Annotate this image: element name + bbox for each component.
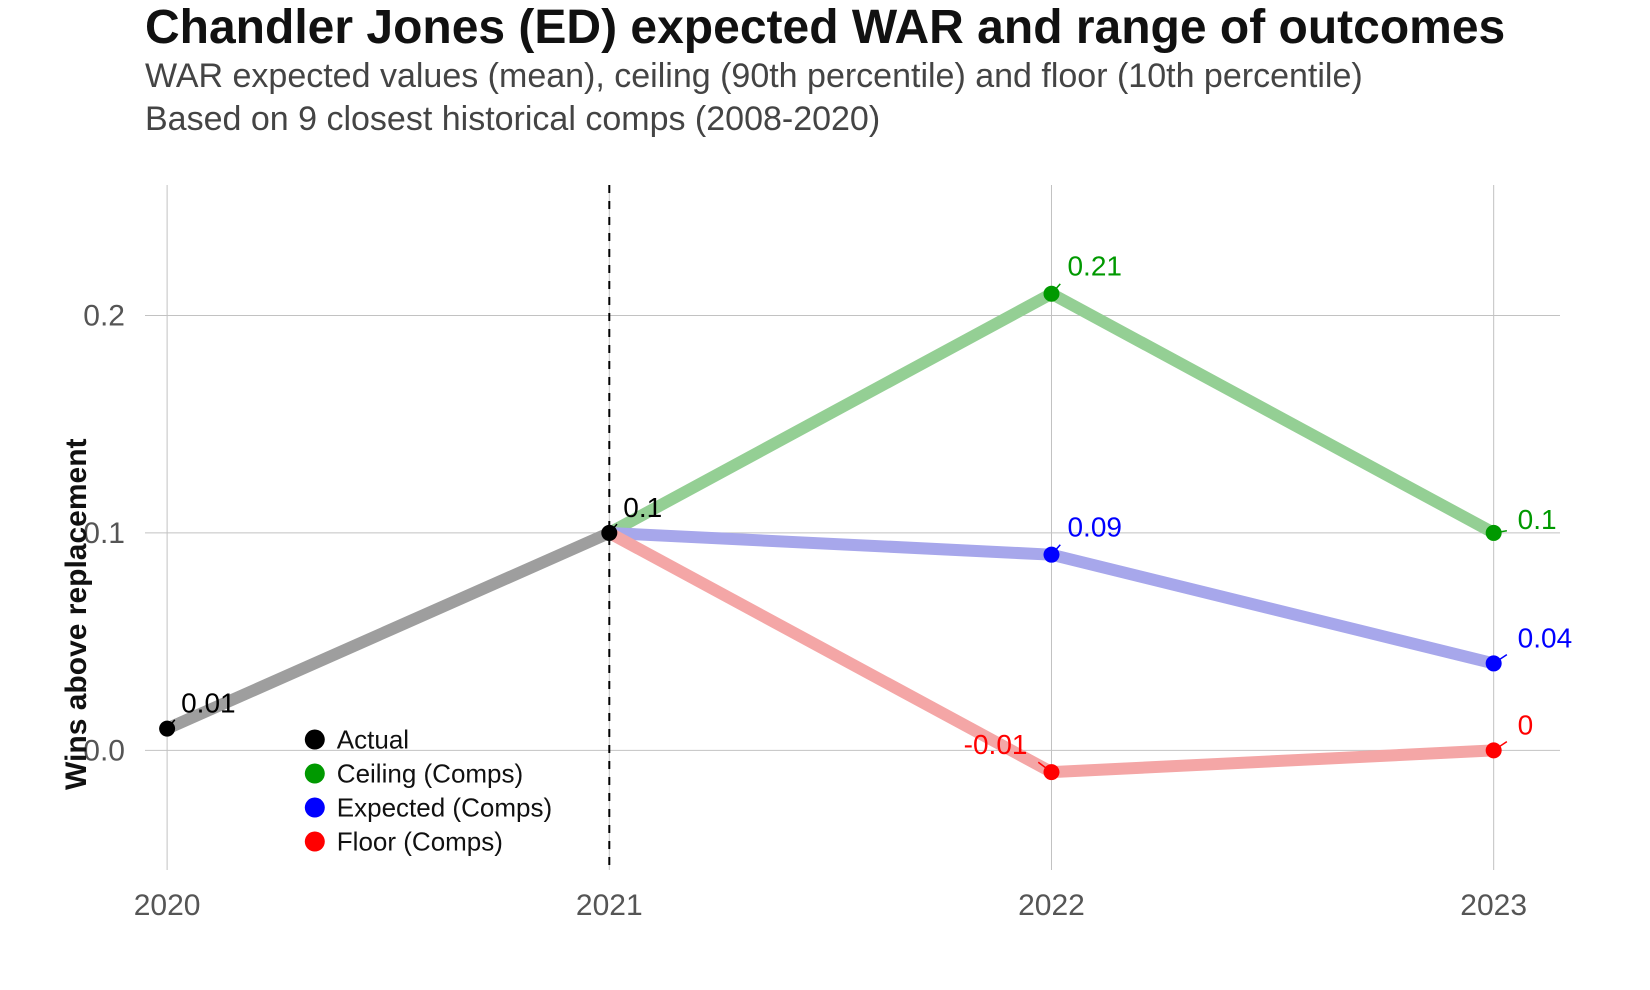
chart-title: Chandler Jones (ED) expected WAR and ran… [145,0,1505,55]
legend-label: Expected (Comps) [337,793,552,823]
legend-label: Floor (Comps) [337,827,503,857]
y-tick-label: 0.2 [83,299,125,332]
x-tick-label: 2023 [1460,889,1527,922]
point-label: 0.1 [1518,504,1557,535]
point-label: 0.01 [181,688,236,719]
point-label: 0.21 [1067,251,1122,282]
point-label: 0 [1518,709,1534,740]
point-label: -0.01 [964,729,1028,760]
x-tick-label: 2021 [576,889,643,922]
x-tick-label: 2020 [134,889,201,922]
legend-label: Actual [337,725,409,755]
point-label: 0.09 [1067,512,1122,543]
legend-label: Ceiling (Comps) [337,759,523,789]
chart-subtitle-2: Based on 9 closest historical comps (200… [145,98,1505,141]
chart-subtitle-1: WAR expected values (mean), ceiling (90t… [145,55,1505,98]
point-label: 0.1 [623,492,662,523]
point-label: 0.04 [1518,622,1573,653]
war-chart: 20202021202220230.00.10.20.010.10.210.10… [0,0,1650,990]
x-tick-label: 2022 [1018,889,1085,922]
y-axis-label: Wins above replacement [60,438,94,790]
chart-titles: Chandler Jones (ED) expected WAR and ran… [145,0,1505,140]
